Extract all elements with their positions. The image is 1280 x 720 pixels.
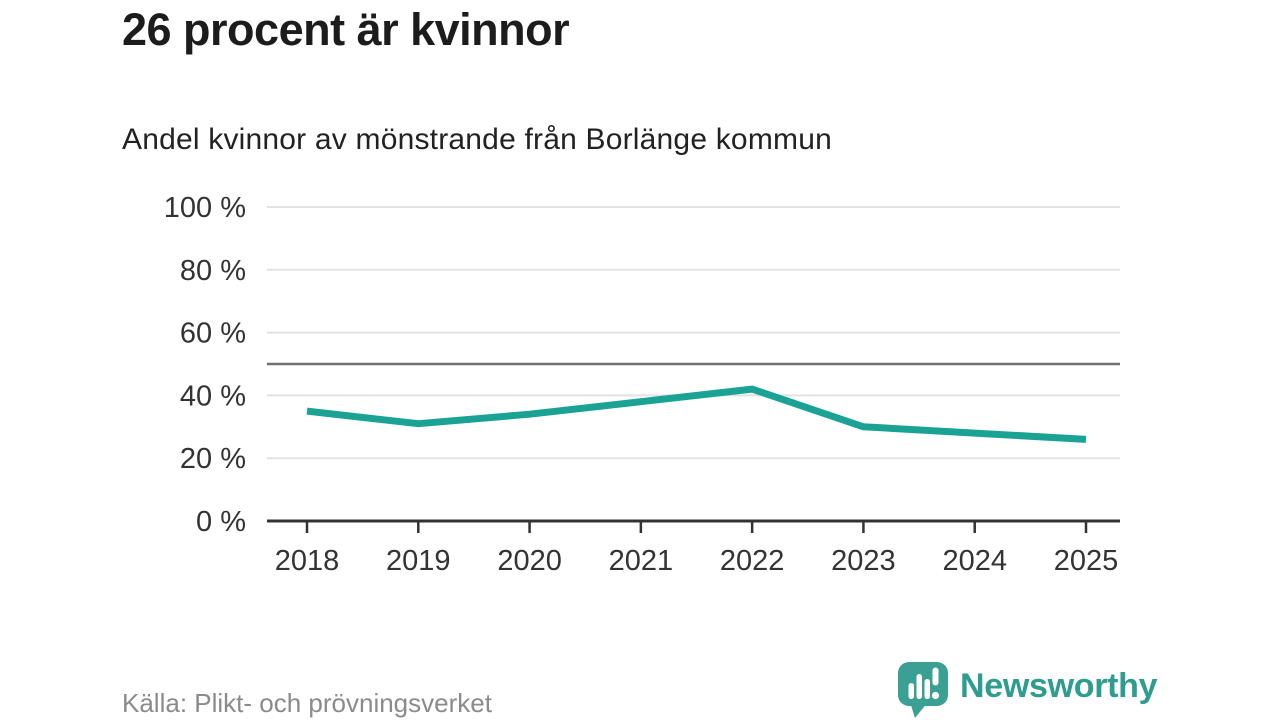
x-tick-label: 2020: [497, 545, 562, 577]
x-tick-label: 2024: [942, 545, 1007, 577]
x-tick-label: 2023: [831, 545, 896, 577]
x-tick-label: 2022: [720, 545, 785, 577]
chart-title: 26 procent är kvinnor: [122, 4, 570, 55]
y-tick-label: 80 %: [180, 255, 246, 287]
y-tick-label: 40 %: [180, 380, 246, 412]
y-tick-label: 20 %: [180, 443, 246, 475]
chart-subtitle: Andel kvinnor av mönstrande från Borläng…: [122, 123, 832, 156]
y-tick-label: 0 %: [196, 506, 246, 538]
y-tick-label: 60 %: [180, 318, 246, 350]
x-tick-label: 2018: [275, 545, 340, 577]
x-tick-label: 2021: [609, 545, 674, 577]
newsworthy-logo-icon: [898, 662, 948, 718]
x-tick-label: 2025: [1054, 545, 1119, 577]
y-tick-label: 100 %: [164, 192, 246, 224]
newsworthy-logo-text: Newsworthy: [960, 667, 1158, 705]
newsworthy-logo: Newsworthy: [898, 662, 1158, 720]
source-label: Källa: Plikt- och prövningsverket: [122, 688, 492, 718]
data-line-andel-kvinnor: [306, 385, 1087, 443]
x-tick-label: 2019: [386, 545, 451, 577]
